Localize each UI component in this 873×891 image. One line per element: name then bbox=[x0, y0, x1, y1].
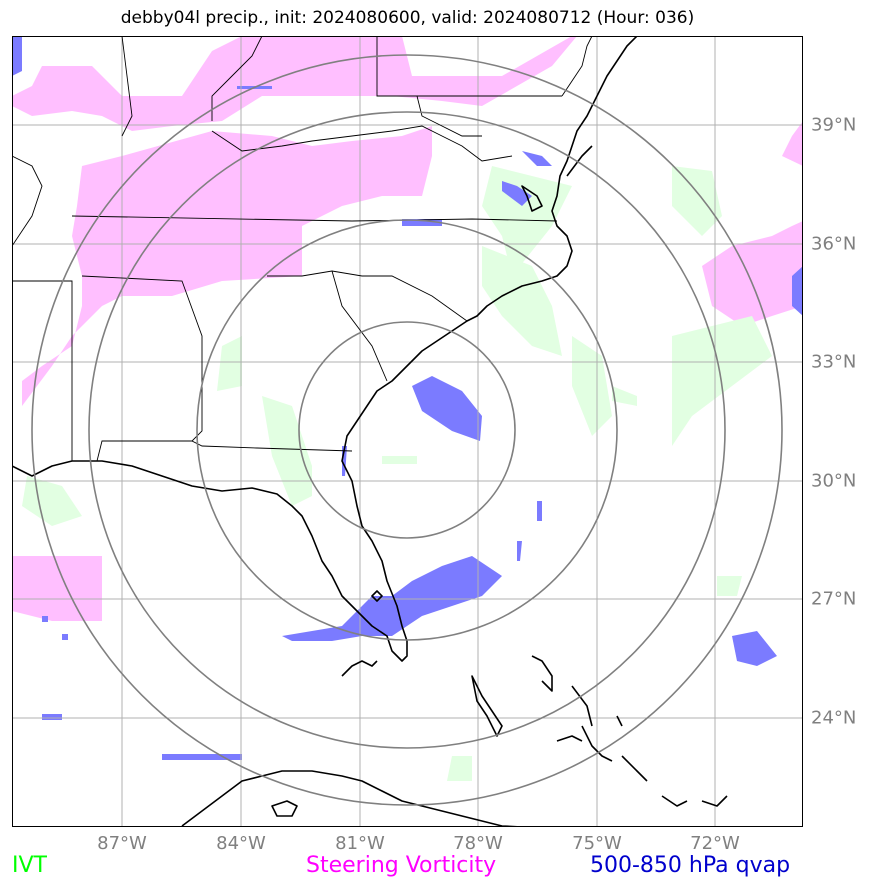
map-panel bbox=[12, 36, 803, 827]
lat-label-33n: 33°N bbox=[811, 351, 857, 373]
lat-label-24n: 24°N bbox=[811, 707, 857, 729]
legend-ivt: IVT bbox=[12, 853, 47, 878]
lat-label-27n: 27°N bbox=[811, 588, 857, 610]
lon-label-75w: 75°W bbox=[572, 833, 622, 854]
legend-qvap: 500-850 hPa qvap bbox=[590, 853, 791, 878]
legend-steering-vorticity: Steering Vorticity bbox=[306, 853, 497, 878]
map-title: debby04l precip., init: 2024080600, vali… bbox=[120, 8, 695, 28]
lon-label-78w: 78°W bbox=[453, 833, 503, 854]
lat-label-30n: 30°N bbox=[811, 470, 857, 492]
range-rings bbox=[31, 54, 783, 806]
lat-label-36n: 36°N bbox=[811, 233, 857, 255]
ivt-field bbox=[22, 166, 772, 781]
coastlines bbox=[12, 36, 728, 827]
lon-label-72w: 72°W bbox=[690, 833, 740, 854]
lon-label-87w: 87°W bbox=[97, 833, 147, 854]
graticule bbox=[12, 36, 803, 827]
lon-label-84w: 84°W bbox=[216, 833, 266, 854]
steering-vorticity-field bbox=[12, 36, 803, 621]
map-canvas bbox=[12, 36, 803, 827]
lat-label-39n: 39°N bbox=[811, 114, 857, 136]
lon-label-81w: 81°W bbox=[335, 833, 385, 854]
